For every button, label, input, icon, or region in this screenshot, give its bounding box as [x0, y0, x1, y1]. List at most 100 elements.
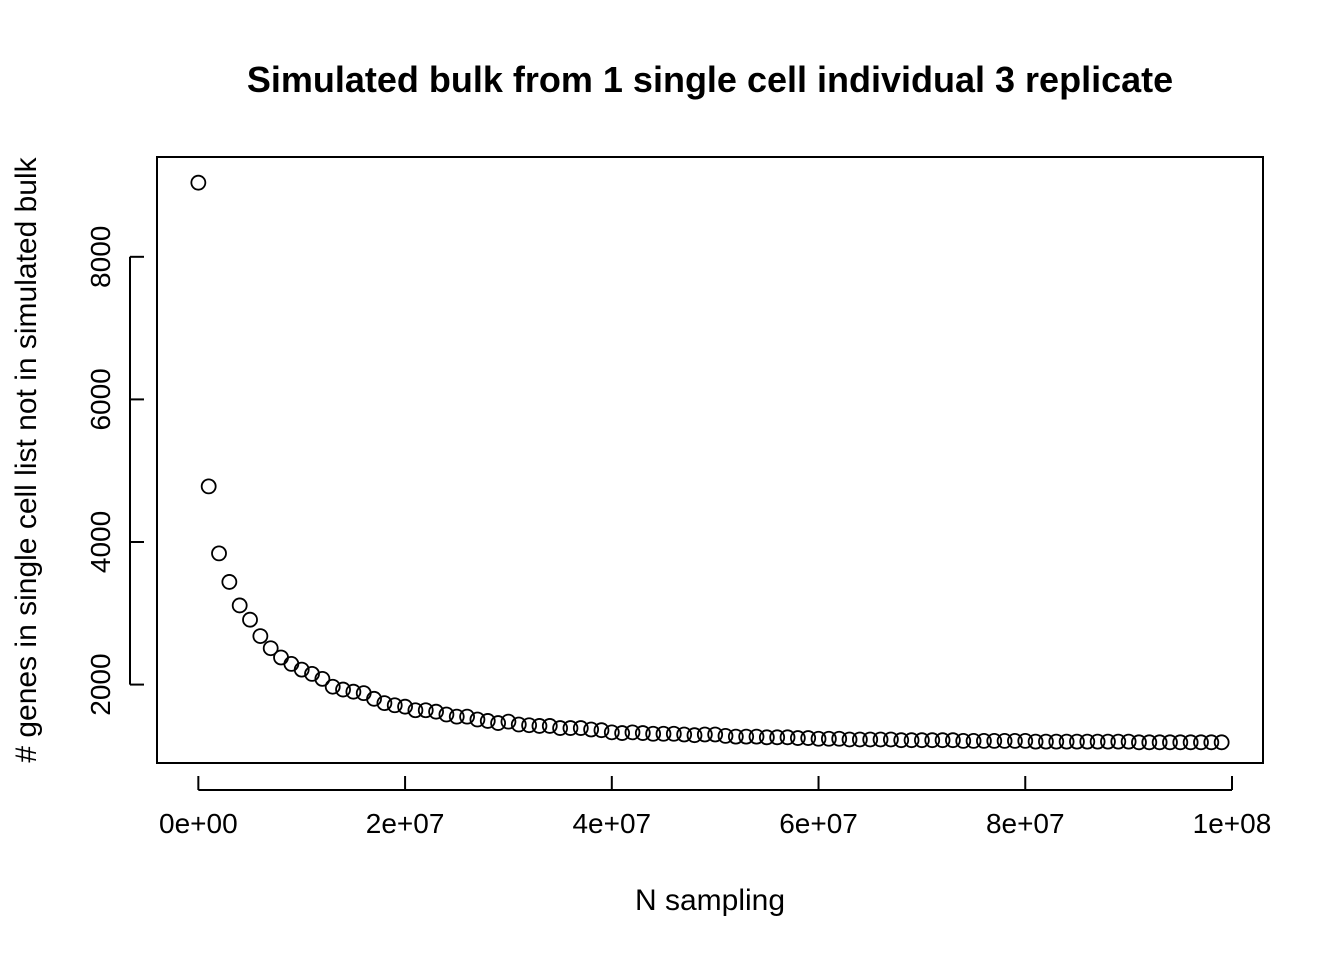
data-point: [490, 715, 507, 731]
data-point: [727, 728, 744, 745]
data-point: [314, 670, 331, 687]
data-point: [1089, 733, 1106, 750]
y-tick-label: 6000: [85, 368, 116, 430]
data-point: [862, 731, 879, 748]
data-point: [965, 732, 982, 749]
data-point: [231, 597, 248, 614]
data-point: [1069, 733, 1085, 750]
data-point: [851, 731, 868, 748]
data-point: [304, 665, 320, 682]
data-point: [820, 730, 837, 747]
data-point: [1120, 733, 1137, 750]
data-point: [655, 725, 672, 742]
data-point: [1038, 733, 1054, 750]
data-point: [521, 717, 538, 734]
data-point: [1007, 732, 1023, 749]
data-point: [1110, 733, 1127, 750]
data-point: [417, 702, 434, 719]
data-point: [366, 690, 382, 707]
data-point: [841, 731, 858, 748]
data-point: [665, 725, 682, 742]
data-point: [696, 726, 713, 743]
data-point: [1172, 734, 1189, 751]
data-point: [583, 721, 600, 738]
x-axis-label: N sampling: [635, 884, 785, 917]
x-tick-label: 8e+07: [986, 808, 1065, 839]
data-point: [345, 683, 362, 700]
data-point: [893, 732, 910, 749]
data-point: [1100, 733, 1116, 750]
y-tick-label: 8000: [85, 226, 116, 288]
data-point: [976, 732, 992, 749]
data-point: [872, 731, 889, 748]
data-point: [882, 731, 899, 748]
data-point: [955, 732, 972, 749]
x-tick-label: 2e+07: [366, 808, 445, 839]
x-axis: 0e+00 2e+07 4e+07 6e+07 8e+07 1e+08: [159, 776, 1271, 839]
data-point: [262, 640, 279, 657]
data-point: [200, 478, 217, 495]
data-point: [769, 729, 786, 746]
data-point: [335, 681, 351, 698]
data-point: [1213, 734, 1230, 751]
data-point: [479, 713, 496, 729]
data-point: [1058, 733, 1075, 750]
data-point: [1141, 734, 1158, 751]
data-point: [924, 732, 941, 749]
data-point: [676, 726, 693, 743]
data-point: [552, 720, 569, 736]
x-tick-label: 4e+07: [572, 808, 651, 839]
data-point: [800, 730, 817, 746]
data-point: [831, 730, 848, 747]
data-point: [1162, 734, 1178, 751]
data-point: [469, 711, 486, 728]
data-point: [500, 713, 517, 730]
data-point: [448, 708, 465, 725]
data-point: [459, 708, 475, 725]
data-point: [407, 702, 424, 719]
data-point: [428, 703, 444, 720]
data-point: [748, 728, 765, 745]
data-point: [376, 695, 393, 712]
plot-frame: [156, 156, 1264, 764]
data-point: [593, 722, 610, 739]
data-point: [1048, 733, 1065, 750]
data-point: [510, 716, 527, 733]
data-point: [986, 732, 1003, 749]
data-point: [686, 727, 703, 744]
x-tick-label: 6e+07: [779, 808, 858, 839]
data-point: [645, 725, 662, 742]
chart-title: Simulated bulk from 1 single cell indivi…: [247, 59, 1173, 100]
data-point: [738, 728, 755, 745]
data-point: [717, 728, 734, 744]
x-tick-label: 1e+08: [1193, 808, 1272, 839]
data-point: [1017, 732, 1034, 749]
data-point: [273, 649, 289, 666]
data-point: [903, 732, 920, 749]
data-point: [541, 718, 558, 734]
data-point: [1182, 734, 1199, 751]
data-point: [1193, 734, 1209, 751]
data-point: [614, 725, 631, 741]
data-point: [634, 725, 651, 741]
data-point: [242, 611, 258, 628]
data-point: [1079, 733, 1096, 750]
data-points: [190, 174, 1230, 751]
x-tick-label: 0e+00: [159, 808, 238, 839]
data-point: [789, 730, 806, 746]
data-point: [324, 678, 341, 695]
data-point: [934, 732, 951, 749]
data-point: [624, 724, 641, 741]
data-point: [386, 697, 403, 714]
y-axis: 2000 4000 6000 8000: [85, 226, 144, 716]
data-point: [707, 726, 724, 743]
data-point: [438, 706, 455, 723]
data-point: [603, 724, 620, 741]
data-point: [190, 174, 207, 191]
data-point: [1131, 734, 1147, 751]
y-axis-label: # genes in single cell list not in simul…: [10, 156, 43, 762]
data-point: [913, 732, 930, 749]
data-point: [221, 574, 238, 590]
data-point: [1151, 734, 1168, 751]
